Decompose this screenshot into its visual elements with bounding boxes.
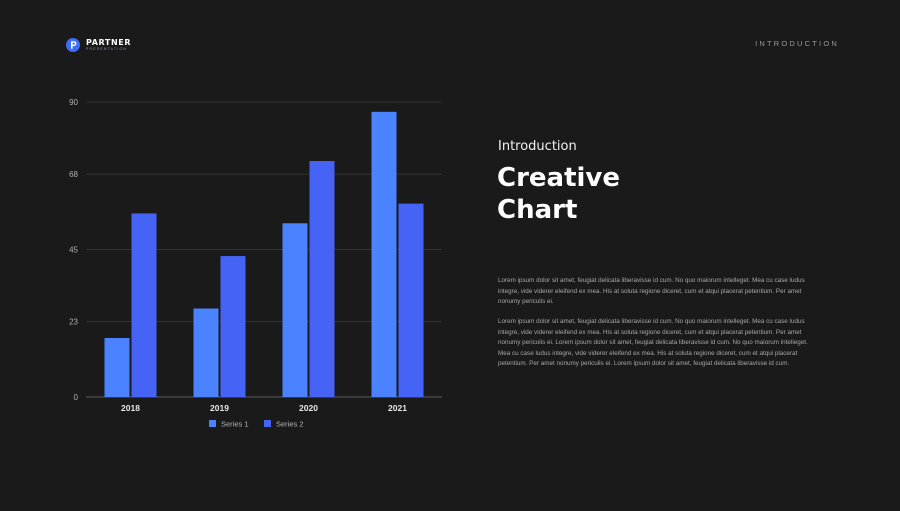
bar-series-1-2019 bbox=[193, 308, 219, 397]
body-paragraph-1: Lorem ipsum dolor sit amet, feugiat deli… bbox=[498, 277, 805, 306]
bar-series-1-2020 bbox=[282, 223, 308, 397]
brand-logo: PARTNER PRESENTATION bbox=[66, 38, 131, 52]
y-tick-label: 23 bbox=[69, 318, 78, 327]
logo-p-icon bbox=[66, 38, 80, 52]
bar-series-2-2019 bbox=[220, 256, 246, 397]
x-tick-label: 2019 bbox=[210, 403, 229, 413]
y-tick-label: 0 bbox=[74, 393, 79, 402]
y-tick-label: 45 bbox=[69, 246, 78, 255]
title-line-2: Chart bbox=[497, 195, 578, 225]
title-line-1: Creative bbox=[497, 163, 621, 193]
brand-tagline: PRESENTATION bbox=[86, 46, 128, 51]
bar-series-2-2021 bbox=[398, 203, 424, 397]
x-tick-label: 2020 bbox=[299, 403, 318, 413]
legend-swatch bbox=[209, 420, 216, 427]
bar-series-2-2018 bbox=[131, 213, 157, 397]
y-tick-label: 90 bbox=[69, 98, 78, 107]
x-tick-label: 2021 bbox=[388, 403, 407, 413]
bar-series-1-2018 bbox=[104, 338, 130, 397]
bar-series-2-2020 bbox=[309, 161, 335, 397]
bar-series-1-2021 bbox=[371, 111, 397, 397]
section-subtitle: Introduction bbox=[498, 139, 577, 154]
section-label: INTRODUCTION bbox=[755, 39, 839, 48]
legend-swatch bbox=[264, 420, 271, 427]
legend-label: Series 1 bbox=[221, 420, 249, 429]
x-tick-label: 2018 bbox=[121, 403, 140, 413]
y-tick-label: 68 bbox=[69, 170, 78, 179]
body-paragraph-2: Lorem ipsum dolor sit amet, feugiat deli… bbox=[498, 318, 808, 368]
legend-label: Series 2 bbox=[276, 420, 304, 429]
brand-name: PARTNER bbox=[86, 37, 132, 47]
page-title: Creative Chart bbox=[497, 162, 620, 226]
